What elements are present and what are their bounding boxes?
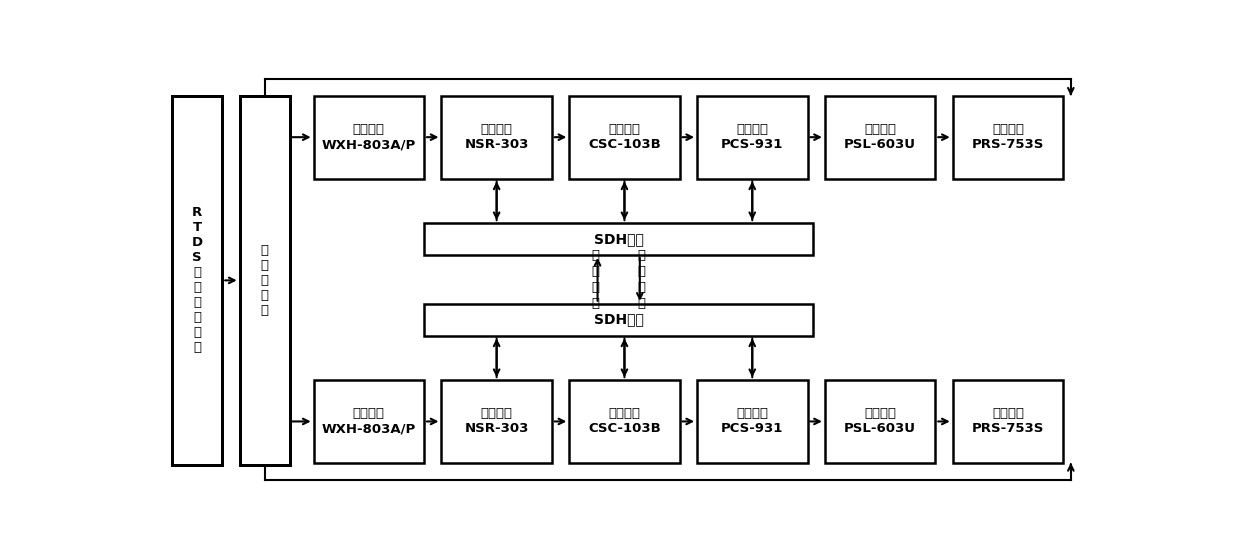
Bar <box>424 223 813 255</box>
Bar <box>569 380 680 463</box>
Text: 国电南自
PSL-603U: 国电南自 PSL-603U <box>844 407 916 435</box>
Text: 长园深瑞
PRS-753S: 长园深瑞 PRS-753S <box>972 407 1044 435</box>
Bar <box>314 380 424 463</box>
Text: 南瑞继保
PCS-931: 南瑞继保 PCS-931 <box>722 407 784 435</box>
Bar <box>441 380 552 463</box>
Bar <box>952 96 1063 179</box>
Text: 北京四方
CSC-103B: 北京四方 CSC-103B <box>588 407 661 435</box>
Bar <box>441 96 552 179</box>
Bar <box>697 380 807 463</box>
Bar <box>952 380 1063 463</box>
Text: 南瑞科技
NSR-303: 南瑞科技 NSR-303 <box>465 123 528 151</box>
Text: 光: 光 <box>591 249 600 262</box>
Bar <box>569 96 680 179</box>
Text: 许继电气
WXH-803A/P: 许继电气 WXH-803A/P <box>321 123 415 151</box>
Text: 道: 道 <box>591 297 600 310</box>
Bar <box>239 96 289 465</box>
Text: 国电南自
PSL-603U: 国电南自 PSL-603U <box>844 123 916 151</box>
Text: 南瑞科技
NSR-303: 南瑞科技 NSR-303 <box>465 407 528 435</box>
Bar <box>825 380 935 463</box>
Bar <box>424 304 813 336</box>
Text: 许继电气
WXH-803A/P: 许继电气 WXH-803A/P <box>321 407 415 435</box>
Text: 南瑞继保
PCS-931: 南瑞继保 PCS-931 <box>722 123 784 151</box>
Text: 通: 通 <box>591 281 600 294</box>
Text: 复: 复 <box>637 249 646 262</box>
Bar <box>825 96 935 179</box>
Text: R
T
D
S
实
时
仳
真
系
统: R T D S 实 时 仳 真 系 统 <box>192 207 203 354</box>
Bar <box>172 96 222 465</box>
Text: SDH设备: SDH设备 <box>594 232 644 246</box>
Text: 长园深瑞
PRS-753S: 长园深瑞 PRS-753S <box>972 123 1044 151</box>
Text: 纤: 纤 <box>591 264 600 278</box>
Bar <box>697 96 807 179</box>
Bar <box>314 96 424 179</box>
Text: SDH设备: SDH设备 <box>594 312 644 327</box>
Text: 道: 道 <box>637 297 646 310</box>
Text: 功
率
放
大
器: 功 率 放 大 器 <box>260 244 269 317</box>
Text: 用: 用 <box>637 264 646 278</box>
Text: 北京四方
CSC-103B: 北京四方 CSC-103B <box>588 123 661 151</box>
Text: 通: 通 <box>637 281 646 294</box>
